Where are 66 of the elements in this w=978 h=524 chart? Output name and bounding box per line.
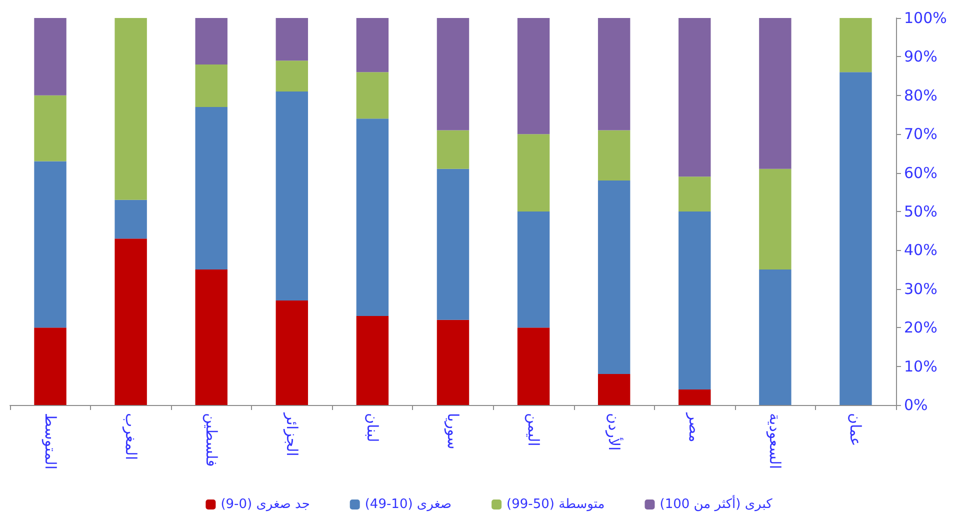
bar [34,161,66,328]
bar [195,64,228,108]
legend-label: جد صغرى (0-9) [220,497,310,512]
bar [34,95,66,162]
bar [356,18,389,72]
bar [517,328,550,405]
bar [356,118,389,316]
bar [517,18,550,134]
bar [759,270,792,405]
bar [276,300,308,405]
bar [517,212,550,328]
legend-label: كبرى (أكثر من 100) [660,495,774,512]
x-tick-label: السعودية [766,413,784,470]
x-tick-label: الجزائر [282,412,301,456]
y-tick-label: 70% [904,125,938,144]
bar [759,168,792,270]
legend-label: صغرى (10-49) [364,497,452,512]
legend-label: متوسطة (50-99) [506,497,605,512]
bar [114,200,147,239]
y-tick-label: 80% [904,86,938,104]
bar [598,374,630,405]
y-tick-label: 0% [904,396,928,414]
y-tick-label: 90% [904,48,938,66]
y-tick-label: 10% [904,357,938,376]
bar [598,130,630,181]
bar [598,18,630,130]
bar [517,134,550,212]
bar [34,18,66,96]
x-tick-label: المتوسط [41,413,60,470]
x-tick-label: مصر [686,412,704,442]
bar [436,320,470,405]
y-tick-label: 40% [904,241,938,260]
x-tick-label: لبنان [363,413,382,442]
bar [759,18,792,169]
bar [356,316,389,405]
bar [114,18,147,200]
bar [678,176,711,212]
y-tick-label: 100% [904,9,947,27]
bar [276,60,308,92]
bar [678,390,711,405]
bar [195,107,228,270]
bar [436,130,470,169]
x-tick-label: المغرب [122,413,140,460]
x-tick-label: الأردن [605,413,624,451]
x-tick-label: عمان [846,413,865,446]
x-tick-label: فلسطين [202,413,220,467]
bar [195,18,228,64]
bar [356,72,389,119]
bar [678,18,711,177]
bar [436,18,470,130]
bar [598,180,630,374]
y-tick-label: 60% [904,164,938,182]
x-tick-label: اليمن [524,413,543,446]
x-tick-label: سوريا [444,413,462,450]
bar [840,18,872,72]
bar [114,238,147,405]
bar [34,328,66,405]
bar [276,18,308,61]
y-tick-label: 50% [904,202,938,220]
bar [276,92,308,301]
bar [840,72,872,405]
y-tick-label: 30% [904,280,938,298]
y-tick-label: 20% [904,318,938,337]
bar [436,168,470,320]
bar [195,270,228,405]
bar [678,212,711,390]
